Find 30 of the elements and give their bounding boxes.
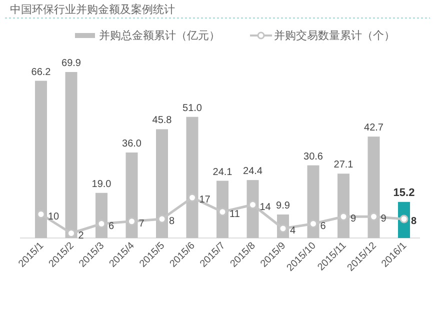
data-label: 6: [320, 220, 326, 232]
data-label: 30.6: [304, 151, 324, 162]
data-label: 27.1: [334, 160, 354, 171]
data-label: 8: [411, 216, 417, 227]
data-label: 19.0: [92, 178, 112, 190]
data-label: 4: [290, 226, 296, 236]
data-label: 2: [78, 230, 84, 242]
data-label: 7: [138, 218, 145, 230]
data-label: 14: [260, 202, 272, 213]
data-label: 66.2: [31, 66, 52, 78]
legend-label: 并购总金额累计（亿元）: [99, 29, 220, 42]
data-label: 9: [350, 214, 356, 225]
data-label: 6: [108, 220, 114, 232]
data-label: 45.8: [152, 115, 172, 126]
data-label: 51.0: [182, 102, 202, 114]
data-label: 15.2: [393, 186, 415, 199]
data-label: 24.4: [243, 166, 263, 178]
data-label: 9: [380, 214, 387, 225]
legend-label: 并购交易数量累计（个）: [274, 29, 395, 42]
point: [400, 214, 408, 224]
data-label: 11: [230, 208, 240, 220]
data-label: 36.0: [122, 138, 142, 150]
data-label: 17: [199, 194, 211, 206]
data-label: 24.1: [212, 166, 233, 178]
data-label: 10: [48, 211, 60, 222]
data-label: 9.9: [276, 200, 290, 212]
data-label: 42.7: [364, 122, 384, 134]
chart-title: 中国环保行业并购金额及案例统计: [10, 3, 175, 16]
data-label: 8: [169, 216, 175, 227]
data-label: 69.9: [62, 58, 82, 69]
